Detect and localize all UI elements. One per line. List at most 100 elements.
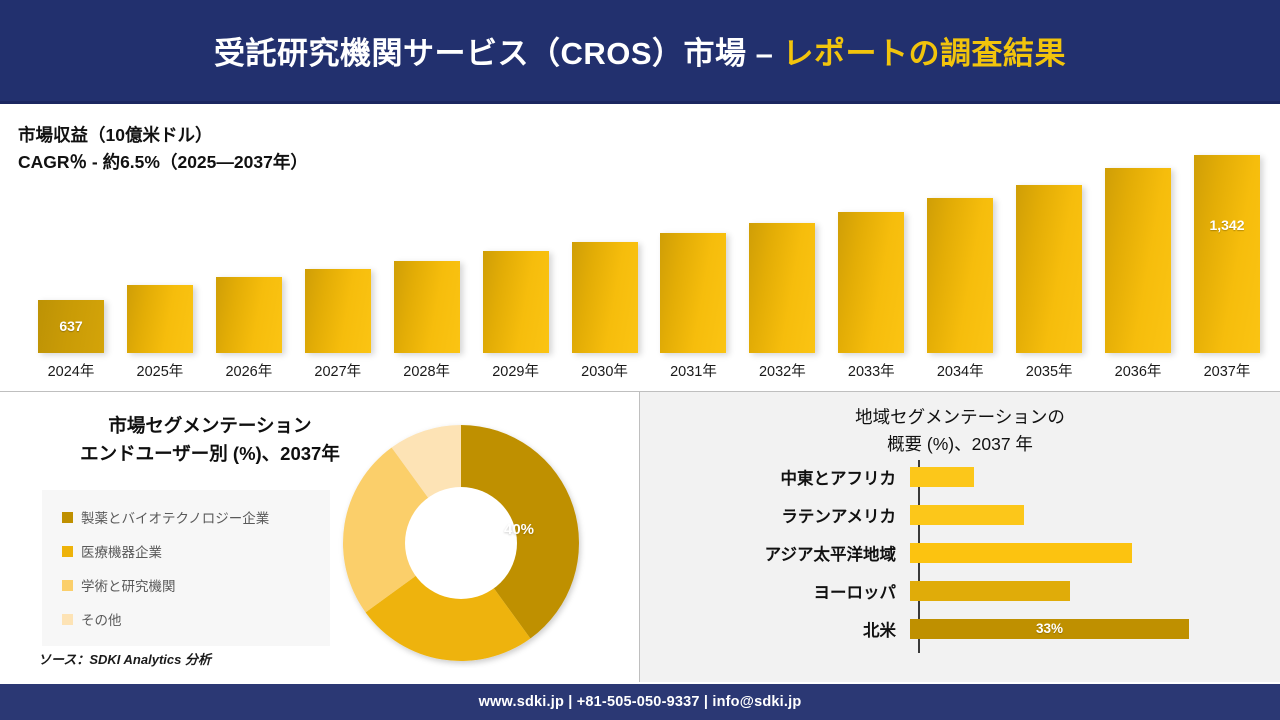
region-bar-value-label: 33% <box>1035 621 1064 636</box>
region-bar <box>910 543 1132 563</box>
revenue-bar: 1,342 <box>1193 155 1260 353</box>
segmentation-title-line1: 市場セグメンテーション <box>108 415 312 436</box>
revenue-year-label: 2032年 <box>758 363 806 380</box>
revenue-year-label: 2034年 <box>936 363 984 380</box>
region-name-label: ヨーロッパ <box>813 584 897 602</box>
revenue-bar-cell: 637 <box>30 153 112 353</box>
legend-label: その他 <box>81 613 122 628</box>
revenue-year-label: 2036年 <box>1114 363 1162 380</box>
donut-svg <box>343 425 579 661</box>
revenue-year-label: 2030年 <box>581 363 628 380</box>
revenue-year-label: 2037年 <box>1203 363 1251 380</box>
legend-item: 製薬とバイオテクノロジー企業 <box>42 500 330 534</box>
legend-item: 医療機器企業 <box>42 534 330 568</box>
region-name-label: アジア太平洋地域 <box>764 546 896 564</box>
region-row: 中東とアフリカ <box>640 458 1280 496</box>
region-row: ヨーロッパ <box>640 572 1280 610</box>
legend-swatch-icon <box>62 613 73 625</box>
revenue-axis-label: 市場収益（10億米ドル） <box>18 125 213 145</box>
revenue-bar-cell: 1,342 <box>1186 153 1268 353</box>
revenue-bar <box>304 269 371 353</box>
revenue-bar <box>660 233 727 353</box>
revenue-year-label: 2031年 <box>670 363 717 380</box>
region-row: 北米 33% <box>640 610 1280 648</box>
revenue-year-label: 2029年 <box>492 363 539 380</box>
donut-hole <box>405 487 517 599</box>
legend-item: その他 <box>42 602 330 636</box>
revenue-bar <box>126 285 193 353</box>
page-title-main: 受託研究機関サービス（CROS）市場 – <box>213 36 774 71</box>
footer-contact-text: www.sdki.jp | +81-505-050-9337 | info@sd… <box>478 694 802 710</box>
revenue-year-label: 2033年 <box>847 363 895 380</box>
regional-bar-chart: 中東とアフリカ ラテンアメリカアジア太平洋地域ヨーロッパ北米 33% <box>640 458 1280 658</box>
legend-label: 製薬とバイオテクノロジー企業 <box>81 511 270 526</box>
revenue-chart-caption: 市場収益（10億米ドル） CAGR％ - 約6.5%（2025―2037年） <box>18 122 308 176</box>
legend-label: 学術と研究機関 <box>81 579 176 594</box>
revenue-bar <box>393 261 460 353</box>
revenue-bar-cell <box>830 153 912 353</box>
segmentation-donut-chart: 40% <box>336 418 586 668</box>
segmentation-legend: 製薬とバイオテクノロジー企業 医療機器企業 学術と研究機関 その他 <box>42 490 330 646</box>
bottom-section: 市場セグメンテーション エンドユーザー別 (%)、2037年 製薬とバイオテクノ… <box>0 392 1280 682</box>
revenue-year-label: 2026年 <box>225 363 273 380</box>
revenue-bar <box>215 277 282 353</box>
donut-slice-group <box>343 425 579 661</box>
revenue-bars-area: 637 1,342 2024年 2025年 2026年 2027年 2028年 2029年 2… <box>30 104 1268 391</box>
region-bar-holder <box>910 458 974 496</box>
page-footer: www.sdki.jp | +81-505-050-9337 | info@sd… <box>0 684 1280 720</box>
revenue-year-label: 2035年 <box>1025 363 1073 380</box>
page-header: 受託研究機関サービス（CROS）市場 – レポートの調査結果 <box>0 0 1280 104</box>
region-bar-holder: 33% <box>910 610 1189 648</box>
revenue-year-label: 2027年 <box>314 363 362 380</box>
region-bar <box>910 505 1024 525</box>
revenue-bar-cell <box>1097 153 1179 353</box>
donut-slice <box>461 425 579 639</box>
regional-title-line2: 概要 (%)、2037 年 <box>887 434 1033 455</box>
legend-swatch-icon <box>62 579 73 591</box>
revenue-bar-cell <box>297 153 379 353</box>
revenue-bar-cell <box>564 153 646 353</box>
page-title: 受託研究機関サービス（CROS）市場 – レポートの調査結果 <box>214 28 1066 73</box>
source-note: ソース：SDKI Analytics 分析 <box>38 652 211 667</box>
legend-item: 学術と研究機関 <box>42 568 330 602</box>
region-bar <box>910 467 974 487</box>
donut-primary-value-label: 40% <box>504 521 535 538</box>
region-bar-holder <box>910 572 1070 610</box>
segmentation-panel: 市場セグメンテーション エンドユーザー別 (%)、2037年 製薬とバイオテクノ… <box>0 392 640 682</box>
revenue-bar-cell <box>208 153 290 353</box>
region-row: ラテンアメリカ <box>640 496 1280 534</box>
regional-title: 地域セグメンテーションの 概要 (%)、2037 年 <box>640 404 1280 458</box>
revenue-bar-cell <box>741 153 823 353</box>
revenue-bar <box>571 242 638 353</box>
revenue-bar-chart-panel: 市場収益（10億米ドル） CAGR％ - 約6.5%（2025―2037年） 6… <box>0 104 1280 392</box>
revenue-bar-cell <box>1008 153 1090 353</box>
donut-slice <box>365 543 531 661</box>
regional-title-line1: 地域セグメンテーションの <box>855 407 1065 427</box>
revenue-bars-row: 637 1,342 <box>30 153 1268 353</box>
revenue-year-label: 2028年 <box>403 363 451 380</box>
region-bar-holder <box>910 534 1132 572</box>
legend-swatch-icon <box>62 511 73 523</box>
region-bar <box>910 581 1070 601</box>
donut-slice <box>343 447 461 613</box>
revenue-year-axis: 2024年 2025年 2026年 2027年 2028年 2029年 2030年 2031年… <box>30 357 1268 383</box>
region-name-label: ラテンアメリカ <box>781 508 896 526</box>
revenue-bar-cell <box>652 153 734 353</box>
revenue-bar-value-label: 637 <box>59 318 83 334</box>
segmentation-title: 市場セグメンテーション エンドユーザー別 (%)、2037年 <box>60 412 360 468</box>
region-bar-holder <box>910 496 1024 534</box>
revenue-bar-cell <box>119 153 201 353</box>
legend-label: 医療機器企業 <box>81 545 162 560</box>
revenue-year-label: 2025年 <box>136 363 184 380</box>
revenue-bar-value-label: 1,342 <box>1209 217 1245 233</box>
region-name-label: 中東とアフリカ <box>780 470 897 488</box>
revenue-bar <box>1105 168 1172 353</box>
legend-swatch-icon <box>62 545 73 557</box>
revenue-bar <box>927 198 994 353</box>
revenue-bar-cell <box>386 153 468 353</box>
revenue-bar <box>749 223 816 353</box>
revenue-bar <box>1016 185 1083 353</box>
revenue-bar-cell <box>919 153 1001 353</box>
revenue-bar <box>838 212 905 353</box>
revenue-bar <box>482 251 549 353</box>
